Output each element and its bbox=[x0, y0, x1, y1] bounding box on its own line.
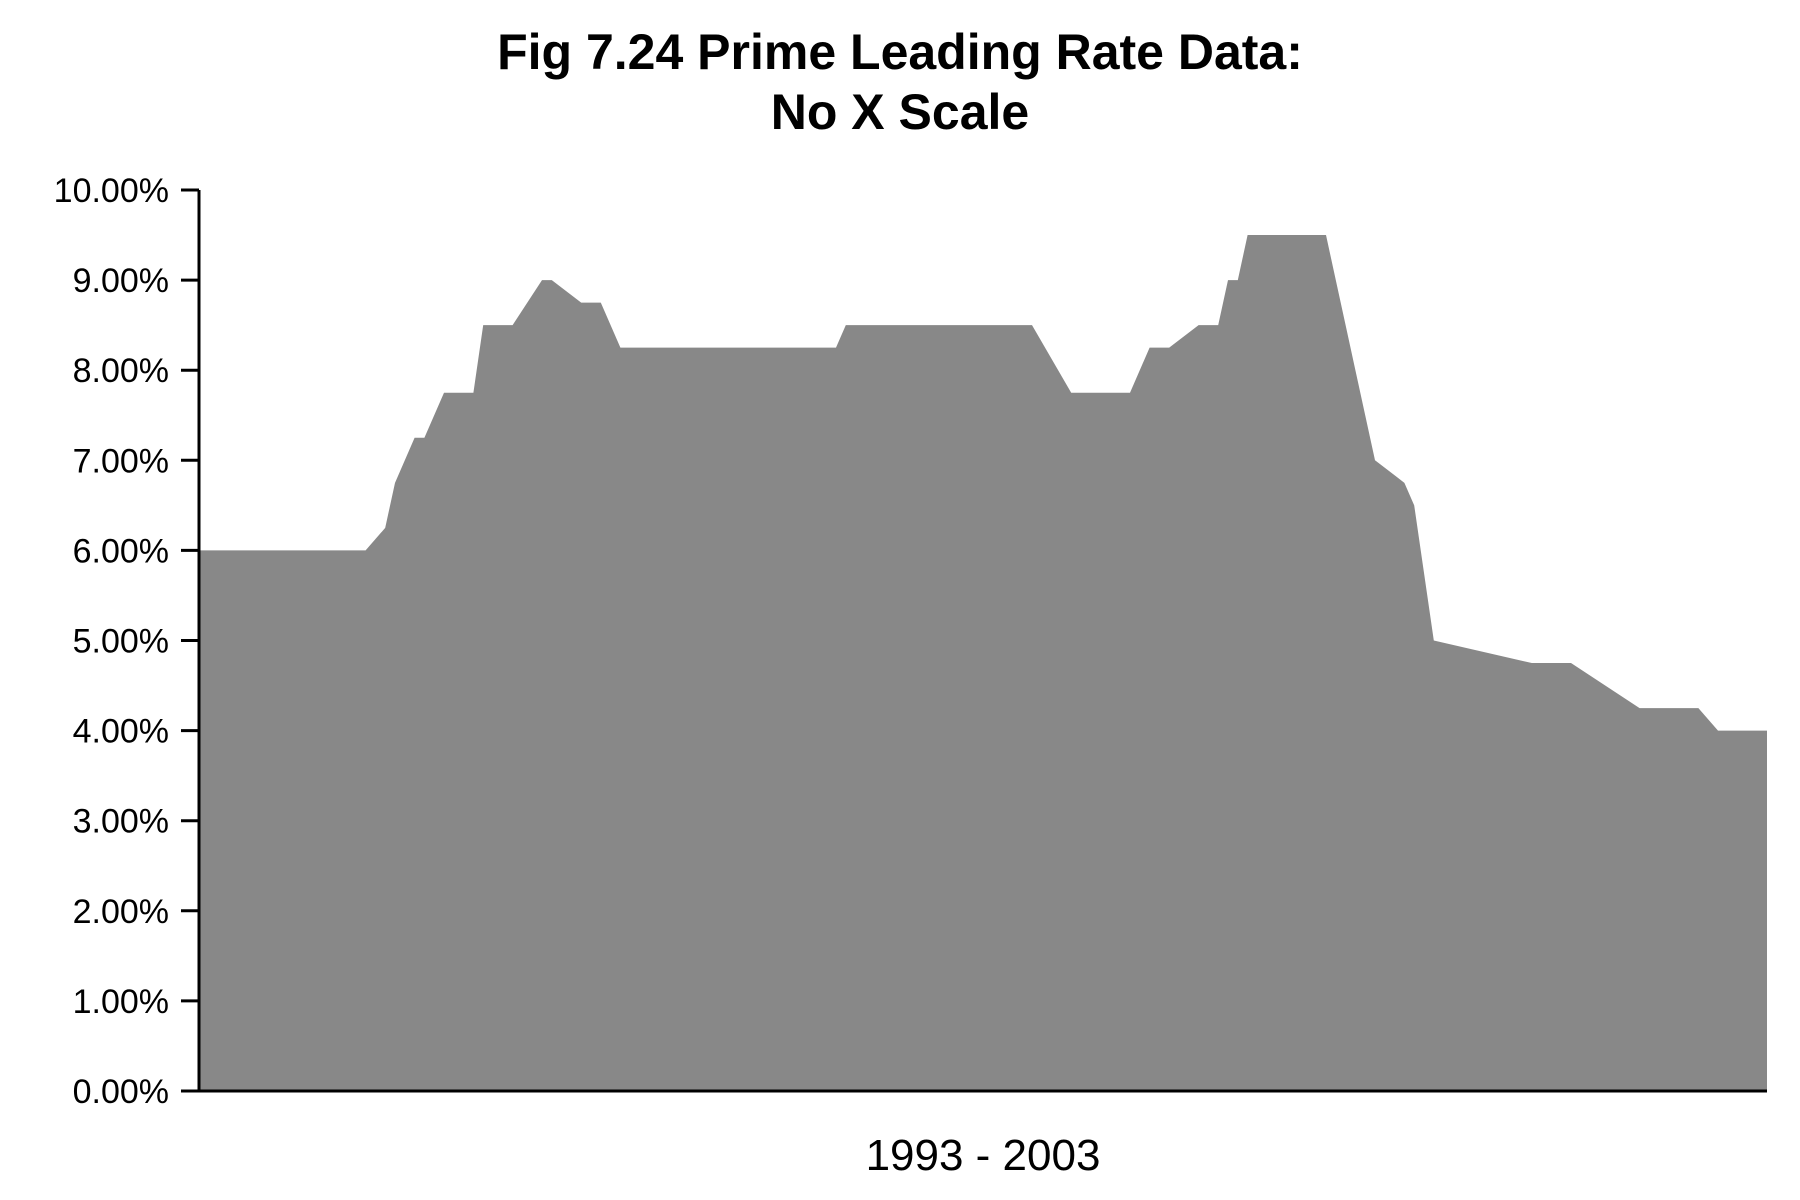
y-tick-label: 3.00% bbox=[73, 803, 169, 841]
chart-title: Fig 7.24 Prime Leading Rate Data: No X S… bbox=[0, 22, 1800, 142]
x-axis-label: 1993 - 2003 bbox=[866, 1131, 1101, 1180]
y-tick-label: 8.00% bbox=[73, 352, 169, 390]
y-tick-label: 5.00% bbox=[73, 623, 169, 661]
y-tick-label: 10.00% bbox=[54, 172, 169, 210]
series-area bbox=[199, 235, 1767, 1092]
y-tick-label: 0.00% bbox=[73, 1073, 169, 1111]
chart-title-line-2: No X Scale bbox=[770, 84, 1030, 140]
y-axis: 0.00% 1.00% 2.00% 3.00% 4.00% 5.00% 6.00% 7.00%… bbox=[54, 172, 201, 1111]
y-tick-label: 2.00% bbox=[73, 893, 169, 931]
y-tick-label: 9.00% bbox=[73, 262, 169, 300]
y-tick-label: 1.00% bbox=[73, 983, 169, 1021]
chart-title-line-1: Fig 7.24 Prime Leading Rate Data: bbox=[497, 24, 1303, 80]
y-tick-label: 6.00% bbox=[73, 532, 169, 570]
plot-area bbox=[199, 235, 1767, 1092]
y-tick-label: 7.00% bbox=[73, 442, 169, 480]
y-tick-label: 4.00% bbox=[73, 713, 169, 751]
